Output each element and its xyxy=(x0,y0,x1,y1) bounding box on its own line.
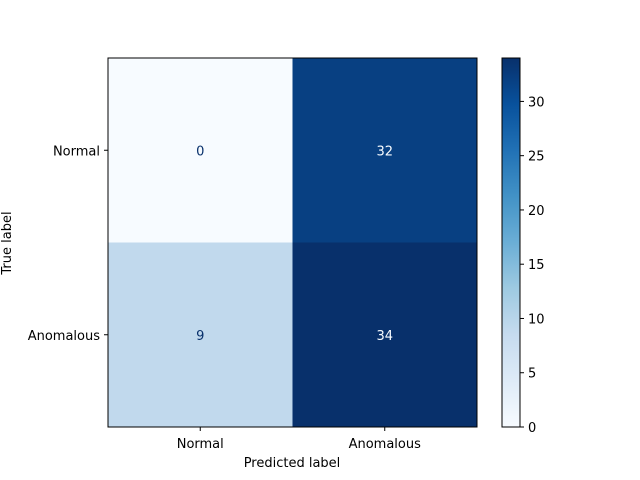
colorbar-ticks: 0 5 10 15 20 25 30 xyxy=(520,95,545,436)
colorbar-tick-label: 10 xyxy=(528,312,545,327)
plot-frame xyxy=(107,57,478,428)
colorbar-tick-label: 5 xyxy=(528,367,536,382)
y-axis-label: True label xyxy=(0,211,15,275)
colorbar-tick-label: 0 xyxy=(528,421,536,436)
y-tick-label: Anomalous xyxy=(28,329,101,344)
colorbar xyxy=(501,57,521,428)
colorbar-tick-label: 25 xyxy=(528,150,545,165)
x-axis-ticks: Normal Anomalous xyxy=(177,427,421,452)
cell-value-label: 32 xyxy=(376,144,393,159)
cell-value-label: 0 xyxy=(196,144,204,159)
heatmap-cell xyxy=(108,58,293,243)
y-tick-label: Normal xyxy=(53,144,100,159)
colorbar-tick-label: 20 xyxy=(528,204,545,219)
heatmap-cell xyxy=(292,58,477,243)
y-axis-ticks: Normal Anomalous xyxy=(28,144,108,344)
heatmap-cell xyxy=(108,242,293,427)
x-tick-label: Anomalous xyxy=(349,437,422,452)
x-tick-label: Normal xyxy=(177,437,224,452)
colorbar-tick-label: 30 xyxy=(528,95,545,110)
cell-value-label: 9 xyxy=(196,329,204,344)
heatmap-cell xyxy=(292,242,477,427)
cell-value-label: 34 xyxy=(376,329,393,344)
x-axis-label: Predicted label xyxy=(244,456,341,471)
heatmap-cells xyxy=(108,58,477,427)
colorbar-tick-label: 15 xyxy=(528,258,545,273)
heatmap-cell-labels: 0 32 9 34 xyxy=(196,144,393,344)
